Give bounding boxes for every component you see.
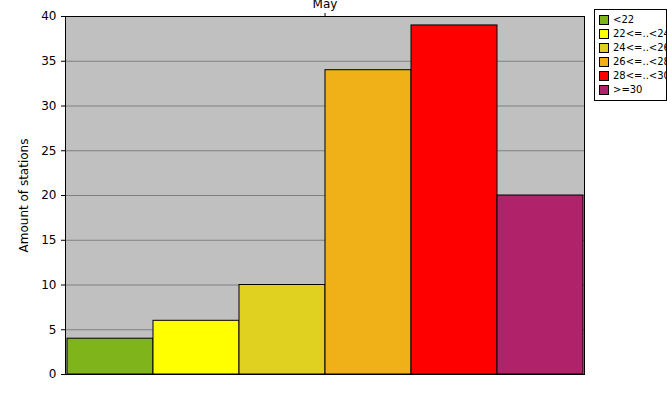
svg-text:30: 30: [41, 99, 56, 113]
svg-text:25: 25: [41, 144, 56, 158]
svg-text:Amount of stations: Amount of stations: [17, 139, 31, 253]
svg-text:5: 5: [49, 323, 57, 337]
svg-text:0: 0: [49, 367, 57, 381]
svg-text:May: May: [313, 0, 338, 11]
html-text:>=30: >=30: [613, 84, 643, 95]
svg-text:40: 40: [41, 9, 56, 23]
svg-text:35: 35: [41, 54, 56, 68]
svg-text:20: 20: [41, 188, 56, 202]
svg-text:10: 10: [41, 278, 56, 292]
svg-text:15: 15: [41, 233, 56, 247]
html-text:<22: <22: [613, 14, 635, 25]
